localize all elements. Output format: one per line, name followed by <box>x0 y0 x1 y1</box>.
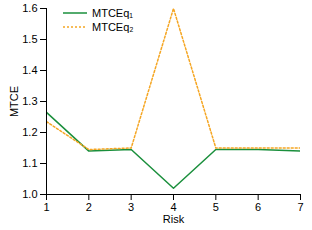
svg-text:1.4: 1.4 <box>22 64 37 76</box>
svg-text:6: 6 <box>255 201 261 213</box>
svg-text:1.3: 1.3 <box>22 95 37 107</box>
html-text:MTCEq₁: MTCEq₁ <box>92 7 133 19</box>
svg-text:Risk: Risk <box>163 213 185 225</box>
html-text:MTCEq₂: MTCEq₂ <box>92 21 134 33</box>
svg-text:1.5: 1.5 <box>22 33 37 45</box>
svg-text:7: 7 <box>297 201 303 213</box>
svg-text:2: 2 <box>86 201 92 213</box>
svg-text:1.1: 1.1 <box>22 157 37 169</box>
svg-text:1.2: 1.2 <box>22 126 37 138</box>
svg-text:3: 3 <box>128 201 134 213</box>
svg-text:MTCE: MTCE <box>8 86 20 117</box>
svg-text:1.6: 1.6 <box>22 2 37 14</box>
svg-text:5: 5 <box>213 201 219 213</box>
svg-text:4: 4 <box>170 201 176 213</box>
svg-text:1.0: 1.0 <box>22 188 37 200</box>
svg-text:1: 1 <box>43 201 49 213</box>
